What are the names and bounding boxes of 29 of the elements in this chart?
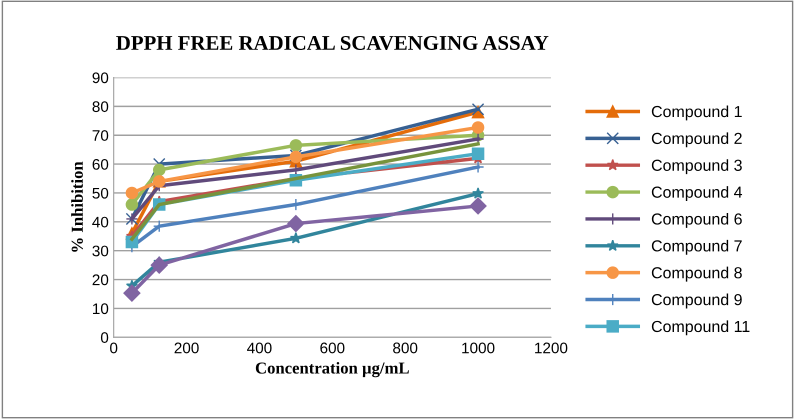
y-tick-label: 80 — [92, 101, 108, 112]
y-tick-label: 70 — [92, 130, 108, 141]
y-tick-label: 0 — [100, 332, 108, 343]
y-tick-label: 60 — [92, 158, 108, 170]
legend-label: Compound 4 — [652, 186, 742, 201]
y-tick-label: 10 — [92, 303, 108, 314]
x-tick-label: 400 — [247, 342, 272, 354]
x-axis-title: Concentration µg/mL — [256, 362, 409, 378]
x-tick-label: 0 — [110, 342, 118, 354]
y-tick-label: 90 — [92, 72, 108, 84]
x-tick-label: 200 — [174, 342, 199, 354]
x-tick-label: 600 — [320, 342, 344, 354]
legend-label: Compound 6 — [652, 212, 742, 228]
y-axis-title: % Inhibition — [71, 162, 83, 252]
legend-label: Compound 3 — [652, 159, 742, 174]
y-tick-label: 30 — [92, 246, 108, 256]
x-tick-label: 800 — [393, 342, 418, 354]
legend-label: Compound 9 — [652, 294, 742, 308]
legend-label: Compound 11 — [652, 320, 750, 336]
y-tick-label: 20 — [92, 274, 108, 286]
legend-label: Compound 1 — [652, 105, 742, 120]
x-tick-label: 1200 — [535, 342, 568, 354]
x-tick-label: 1000 — [462, 342, 494, 354]
chart-title: DPPH FREE RADICAL SCAVENGING ASSAY — [116, 36, 548, 50]
y-tick-label: 50 — [92, 188, 108, 199]
legend-label: Compound 2 — [652, 132, 742, 148]
legend-label: Compound 8 — [652, 266, 742, 282]
legend-label: Compound 7 — [652, 240, 742, 255]
y-tick-label: 40 — [92, 216, 108, 228]
